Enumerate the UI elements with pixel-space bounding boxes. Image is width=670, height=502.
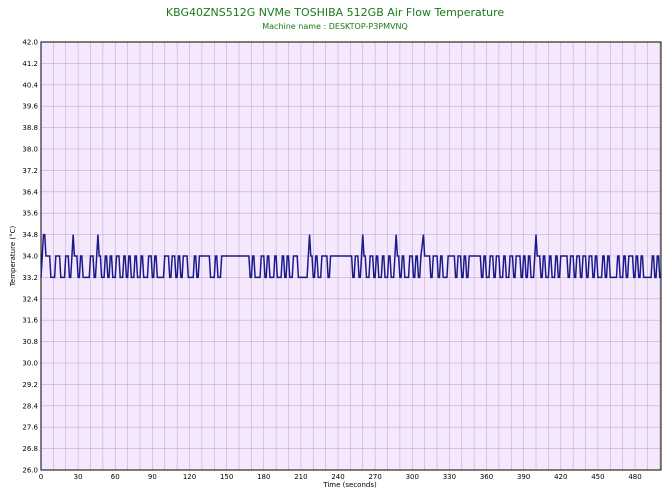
x-tick-label: 390 bbox=[517, 473, 530, 481]
y-axis: 26.0 26.8 27.6 28.4 29.2 30.0 30.8 31.6 32.4 33.2… bbox=[22, 39, 38, 475]
x-tick-label: 450 bbox=[591, 473, 604, 481]
x-tick-label: 270 bbox=[368, 473, 381, 481]
y-tick-label: 38.8 bbox=[22, 124, 38, 132]
x-tick-label: 330 bbox=[443, 473, 456, 481]
y-tick-label: 42.0 bbox=[22, 39, 38, 47]
y-tick-label: 34.0 bbox=[22, 253, 38, 261]
y-tick-label: 26.8 bbox=[22, 445, 38, 453]
y-tick-label: 31.6 bbox=[22, 317, 38, 325]
series-line bbox=[40, 233, 661, 279]
y-tick-label: 37.2 bbox=[22, 167, 38, 175]
y-tick-label: 40.4 bbox=[22, 81, 38, 89]
x-tick-label: 420 bbox=[554, 473, 567, 481]
y-tick-label: 38.0 bbox=[22, 146, 38, 154]
y-tick-label: 34.8 bbox=[22, 231, 38, 239]
y-tick-label: 32.4 bbox=[22, 295, 38, 303]
y-tick-label: 28.4 bbox=[22, 402, 38, 410]
plot-border bbox=[40, 41, 662, 471]
x-tick-label: 360 bbox=[480, 473, 493, 481]
y-tick-label: 30.0 bbox=[22, 360, 38, 368]
y-tick-label: 30.8 bbox=[22, 338, 38, 346]
x-tick-label: 300 bbox=[406, 473, 419, 481]
y-tick-label: 33.2 bbox=[22, 274, 38, 282]
y-axis-label: Temperature (°C) bbox=[9, 226, 17, 288]
y-tick-label: 36.4 bbox=[22, 188, 38, 196]
x-tick-label: 0 bbox=[39, 473, 43, 481]
x-tick-label: 60 bbox=[111, 473, 120, 481]
x-axis: 0 30 60 90 120 150 180 210 240 270 300 330 360 390 420… bbox=[39, 473, 642, 481]
y-tick-label: 29.2 bbox=[22, 381, 38, 389]
y-tick-label: 41.2 bbox=[22, 60, 38, 68]
y-tick-label: 27.6 bbox=[22, 424, 38, 432]
x-tick-label: 480 bbox=[628, 473, 641, 481]
x-tick-label: 210 bbox=[294, 473, 307, 481]
chart-title: KBG40ZNS512G NVMe TOSHIBA 512GB Air Flow… bbox=[166, 6, 504, 19]
x-axis-label: Time (seconds) bbox=[322, 481, 377, 489]
x-tick-label: 30 bbox=[74, 473, 83, 481]
y-tick-label: 39.6 bbox=[22, 103, 38, 111]
chart-subtitle: Machine name : DESKTOP-P3PMVNQ bbox=[262, 22, 408, 31]
x-tick-label: 180 bbox=[257, 473, 270, 481]
y-tick-label: 35.6 bbox=[22, 210, 38, 218]
y-tick-label: 26.0 bbox=[22, 467, 38, 475]
x-tick-label: 120 bbox=[183, 473, 196, 481]
x-tick-label: 90 bbox=[148, 473, 157, 481]
x-tick-label: 240 bbox=[331, 473, 344, 481]
x-tick-label: 150 bbox=[220, 473, 233, 481]
